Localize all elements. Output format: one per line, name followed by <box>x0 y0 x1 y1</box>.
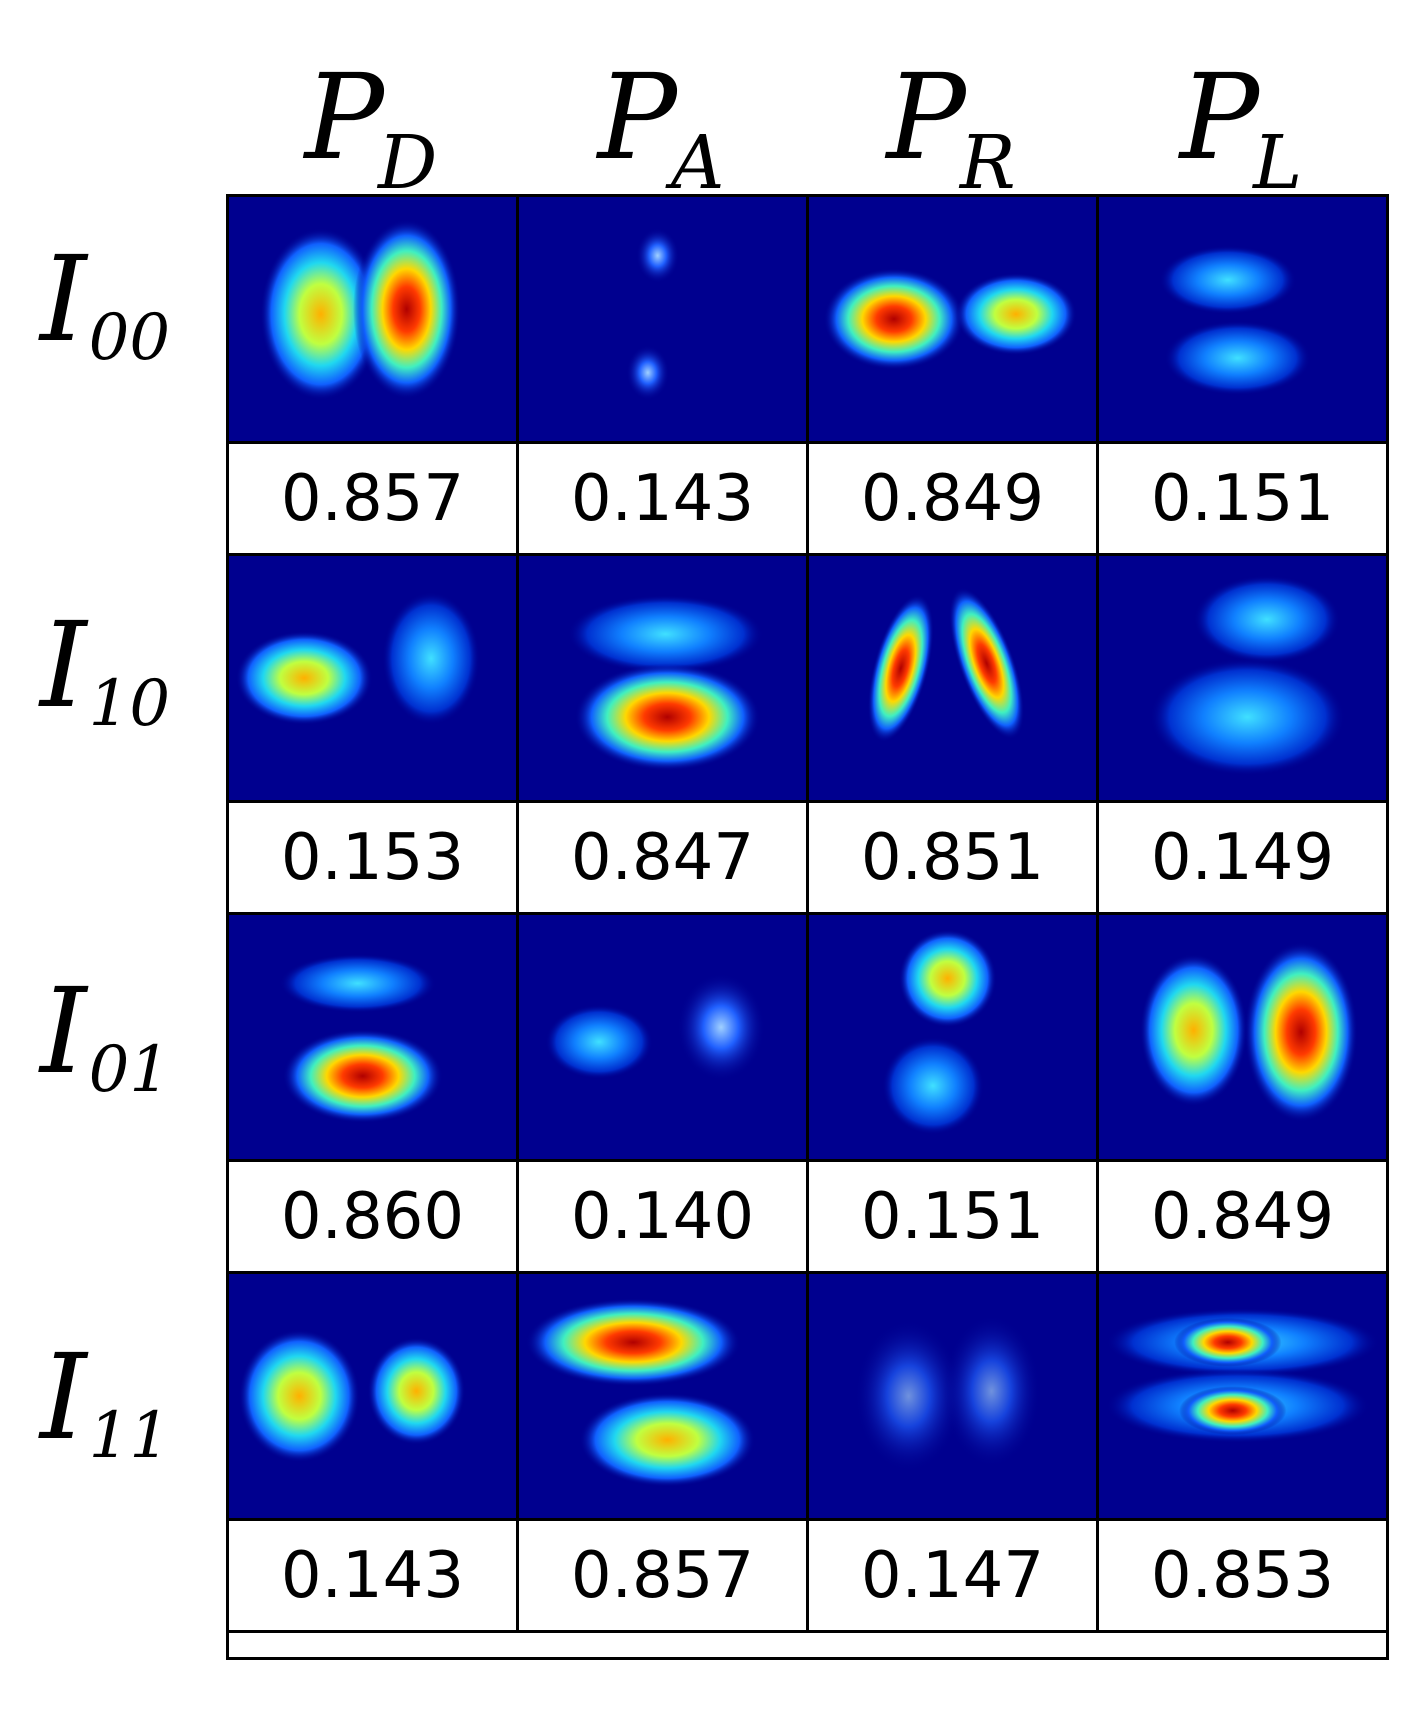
column-subscript: L <box>1253 120 1303 206</box>
value-i11-pl: 0.853 <box>1096 1518 1389 1633</box>
value-i10-pd: 0.153 <box>226 800 519 915</box>
value-i01-pl: 0.849 <box>1096 1159 1389 1274</box>
value-i11-pr: 0.147 <box>806 1518 1099 1633</box>
column-symbol: P <box>597 48 677 186</box>
beam-image-i11-pl <box>1096 1271 1389 1521</box>
beam-image-i01-pr <box>806 912 1099 1162</box>
value-i10-pa: 0.847 <box>516 800 809 915</box>
row-subscript: 11 <box>88 1399 171 1473</box>
beam-image-i01-pd <box>226 912 519 1162</box>
row-symbol: I <box>40 1328 87 1466</box>
row-label-00: I 00 <box>40 240 220 390</box>
beam-image-i11-pd <box>226 1271 519 1521</box>
beam-image-i01-pa <box>516 912 809 1162</box>
value-i00-pl: 0.151 <box>1096 441 1389 556</box>
row-symbol: I <box>40 962 87 1100</box>
beam-image-i10-pa <box>516 553 809 803</box>
beam-image-i10-pr <box>806 553 1099 803</box>
column-header-l: P L <box>1096 58 1386 208</box>
column-subscript: A <box>670 120 725 206</box>
value-i00-pd: 0.857 <box>226 441 519 556</box>
row-label-01: I 01 <box>40 972 220 1122</box>
value-i01-pr: 0.151 <box>806 1159 1099 1274</box>
beam-image-i00-pr <box>806 194 1099 444</box>
value-i11-pa: 0.857 <box>516 1518 809 1633</box>
row-symbol: I <box>40 596 87 734</box>
beam-image-i01-pl <box>1096 912 1389 1162</box>
row-subscript: 01 <box>88 1033 171 1107</box>
beam-image-i11-pa <box>516 1271 809 1521</box>
column-header-a: P A <box>516 58 806 208</box>
value-i00-pr: 0.849 <box>806 441 1099 556</box>
column-symbol: P <box>886 48 966 186</box>
row-subscript: 00 <box>88 301 171 375</box>
beam-image-i00-pl <box>1096 194 1389 444</box>
value-i01-pd: 0.860 <box>226 1159 519 1274</box>
column-subscript: R <box>959 120 1016 206</box>
column-symbol: P <box>304 48 385 186</box>
column-header-r: P R <box>806 58 1096 208</box>
measurement-grid: 0.857 0.143 0.849 0.151 0.153 0.847 0.85… <box>226 194 1389 1660</box>
row-label-11: I 11 <box>40 1338 220 1488</box>
value-i10-pl: 0.149 <box>1096 800 1389 915</box>
beam-image-i00-pa <box>516 194 809 444</box>
beam-image-i10-pl <box>1096 553 1389 803</box>
beam-image-i11-pr <box>806 1271 1099 1521</box>
row-subscript: 10 <box>88 667 171 741</box>
row-symbol: I <box>40 230 87 368</box>
row-label-10: I 10 <box>40 606 220 756</box>
value-i00-pa: 0.143 <box>516 441 809 556</box>
column-subscript: D <box>378 120 438 206</box>
beam-image-i10-pd <box>226 553 519 803</box>
column-symbol: P <box>1179 48 1260 186</box>
value-i10-pr: 0.851 <box>806 800 1099 915</box>
value-i11-pd: 0.143 <box>226 1518 519 1633</box>
beam-image-i00-pd <box>226 194 519 444</box>
column-header-d: P D <box>226 58 516 208</box>
value-i01-pa: 0.140 <box>516 1159 809 1274</box>
